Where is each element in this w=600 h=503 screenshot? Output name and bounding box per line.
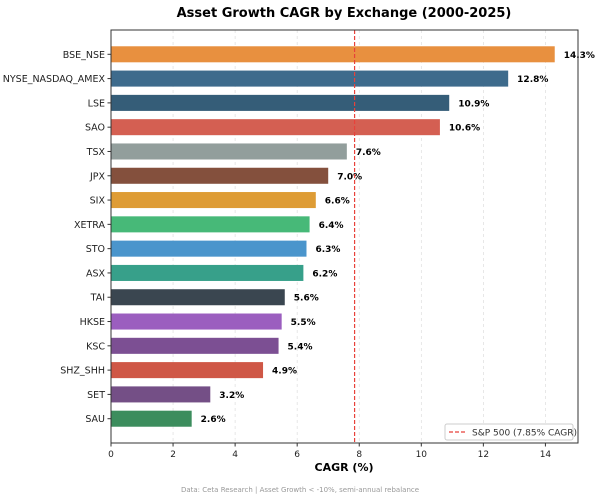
bar-value-label: 10.6% <box>449 124 480 134</box>
y-tick-label: SET <box>87 390 105 401</box>
y-tick-label: ASX <box>86 268 106 279</box>
y-tick-label: LSE <box>88 98 105 109</box>
bar-value-label: 6.3% <box>315 245 340 255</box>
x-tick-label: 14 <box>540 450 552 460</box>
bar-shz_shh <box>111 362 264 379</box>
bar-value-label: 14.3% <box>564 51 595 61</box>
bar-tai <box>111 289 285 306</box>
bar-asx <box>111 264 304 281</box>
chart-title: Asset Growth CAGR by Exchange (2000-2025… <box>177 6 512 21</box>
bar-value-label: 6.6% <box>325 197 350 207</box>
x-axis-label: CAGR (%) <box>315 461 374 474</box>
bar-value-label: 2.6% <box>201 415 226 425</box>
y-tick-label: STO <box>86 244 105 255</box>
bar-jpx <box>111 167 329 184</box>
bar-tsx <box>111 143 347 160</box>
bar-value-label: 4.9% <box>272 367 297 377</box>
y-tick-label: NYSE_NASDAQ_AMEX <box>3 74 106 85</box>
bar-ksc <box>111 337 279 354</box>
bar-six <box>111 192 316 209</box>
y-tick-label: SIX <box>90 196 106 207</box>
bar-sau <box>111 410 192 427</box>
bar-value-label: 12.8% <box>517 75 548 85</box>
plot-frame <box>110 29 579 444</box>
bar-value-label: 6.4% <box>319 221 344 231</box>
bar-value-label: 6.2% <box>312 269 337 279</box>
bar-value-label: 7.0% <box>337 172 362 182</box>
y-tick-label: SAU <box>85 414 105 425</box>
legend-label: S&P 500 (7.85% CAGR) <box>472 429 577 439</box>
y-tick-label: TSX <box>86 147 106 158</box>
bar-value-label: 3.2% <box>219 391 244 401</box>
x-tick-label: 8 <box>356 450 362 460</box>
bar-sto <box>111 240 307 257</box>
x-tick-label: 2 <box>170 450 176 460</box>
x-tick-label: 0 <box>108 450 114 460</box>
y-tick-label: SAO <box>85 123 105 134</box>
bar-lse <box>111 94 450 111</box>
bar-value-label: 5.6% <box>294 294 319 304</box>
x-tick-label: 10 <box>416 450 428 460</box>
bar-value-label: 5.4% <box>288 342 313 352</box>
bar-value-label: 5.5% <box>291 318 316 328</box>
y-tick-label: TAI <box>90 293 105 304</box>
bar-value-label: 10.9% <box>458 99 489 109</box>
legend: S&P 500 (7.85% CAGR) <box>444 423 577 441</box>
y-tick-label: HKSE <box>80 317 105 328</box>
x-tick-label: 6 <box>294 450 300 460</box>
x-tick-label: 12 <box>478 450 489 460</box>
y-tick-label: SHZ_SHH <box>60 366 105 377</box>
bar-value-label: 7.6% <box>356 148 381 158</box>
y-tick-label: BSE_NSE <box>63 50 105 61</box>
y-tick-label: XETRA <box>74 220 106 231</box>
bar-nyse_nasdaq_amex <box>111 70 509 87</box>
bar-bse_nse <box>111 46 555 63</box>
y-tick-label: JPX <box>89 171 106 182</box>
bar-hkse <box>111 313 282 330</box>
bar-sao <box>111 119 440 136</box>
footer-note: Data: Ceta Research | Asset Growth < -10… <box>181 486 419 494</box>
bar-set <box>111 386 211 403</box>
y-tick-label: KSC <box>86 341 105 352</box>
bar-xetra <box>111 216 310 233</box>
x-tick-label: 4 <box>232 450 238 460</box>
